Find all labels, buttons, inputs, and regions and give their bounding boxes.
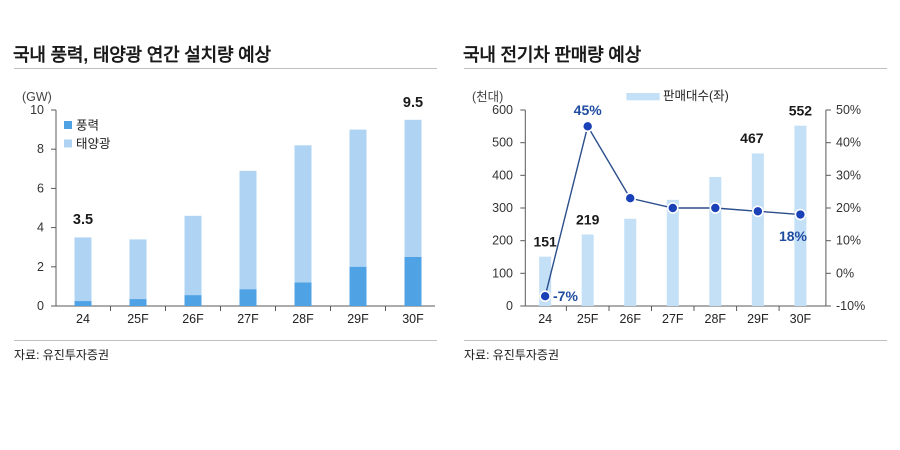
svg-text:20%: 20% <box>836 201 861 215</box>
svg-text:24: 24 <box>538 312 552 326</box>
svg-text:2: 2 <box>37 260 44 274</box>
svg-text:151: 151 <box>533 234 557 250</box>
svg-text:30F: 30F <box>790 312 812 326</box>
svg-text:(GW): (GW) <box>22 90 52 104</box>
svg-text:27F: 27F <box>662 312 684 326</box>
svg-text:30F: 30F <box>402 312 424 326</box>
svg-text:219: 219 <box>576 211 600 227</box>
svg-text:100: 100 <box>492 266 513 280</box>
svg-text:태양광: 태양광 <box>76 137 111 151</box>
svg-text:40%: 40% <box>836 136 861 150</box>
svg-text:-7%: -7% <box>553 288 578 304</box>
svg-text:4: 4 <box>37 221 44 235</box>
svg-text:18%: 18% <box>779 228 808 244</box>
svg-text:풍력: 풍력 <box>76 119 99 133</box>
svg-text:26F: 26F <box>619 312 641 326</box>
svg-text:300: 300 <box>492 201 513 215</box>
svg-text:8: 8 <box>37 142 44 156</box>
svg-text:400: 400 <box>492 168 513 182</box>
svg-text:500: 500 <box>492 136 513 150</box>
svg-text:28F: 28F <box>705 312 727 326</box>
svg-text:9.5: 9.5 <box>403 95 423 111</box>
svg-text:0%: 0% <box>836 266 854 280</box>
svg-text:27F: 27F <box>237 312 259 326</box>
svg-text:(천대): (천대) <box>472 89 503 104</box>
svg-text:25F: 25F <box>577 312 599 326</box>
svg-text:0: 0 <box>506 299 513 313</box>
svg-text:29F: 29F <box>347 312 369 326</box>
svg-text:10: 10 <box>30 103 44 117</box>
svg-text:3.5: 3.5 <box>73 212 93 228</box>
svg-text:24: 24 <box>76 312 90 326</box>
svg-text:판매대수(좌): 판매대수(좌) <box>663 89 729 103</box>
svg-text:6: 6 <box>37 181 44 195</box>
svg-text:30%: 30% <box>836 168 861 182</box>
svg-text:552: 552 <box>789 103 813 119</box>
svg-text:29F: 29F <box>747 312 769 326</box>
svg-text:200: 200 <box>492 234 513 248</box>
svg-text:25F: 25F <box>127 312 149 326</box>
svg-text:28F: 28F <box>292 312 314 326</box>
svg-text:26F: 26F <box>182 312 204 326</box>
svg-text:45%: 45% <box>574 102 603 118</box>
svg-text:50%: 50% <box>836 103 861 117</box>
svg-text:0: 0 <box>37 299 44 313</box>
svg-text:10%: 10% <box>836 234 861 248</box>
svg-text:-10%: -10% <box>836 299 865 313</box>
svg-text:600: 600 <box>492 103 513 117</box>
svg-text:467: 467 <box>740 130 764 146</box>
